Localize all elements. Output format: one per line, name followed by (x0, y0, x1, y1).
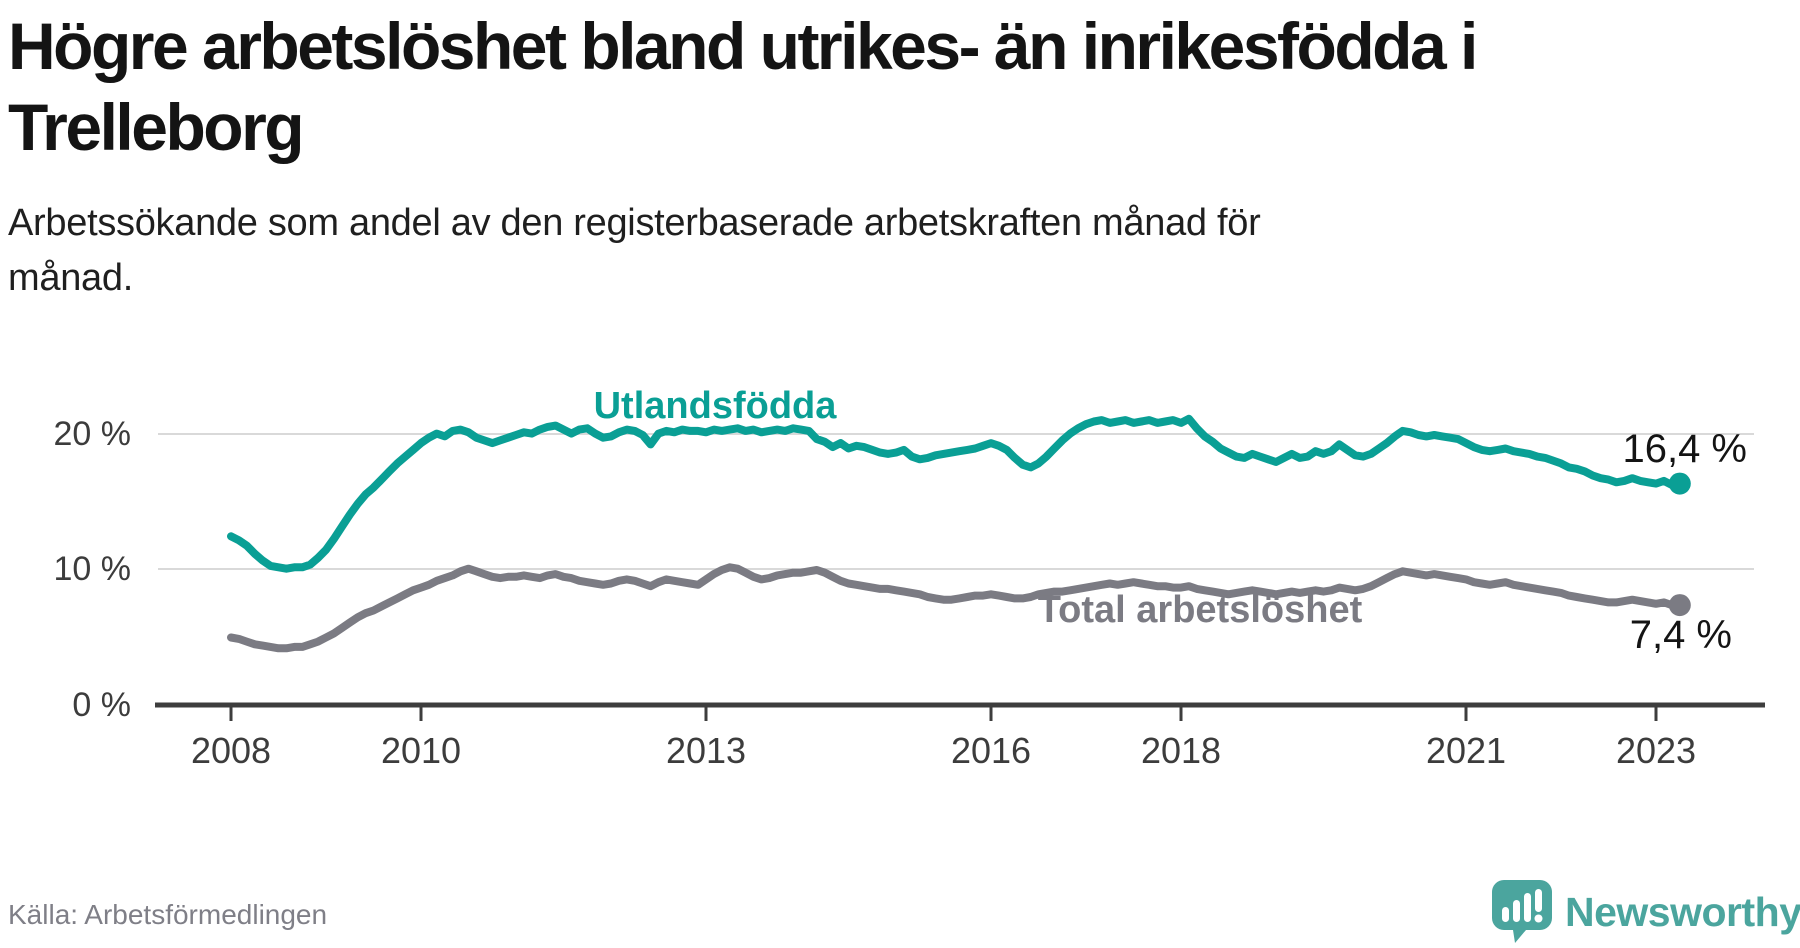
x-tick-label: 2016 (951, 730, 1031, 771)
utlandsfodda-end-dot (1668, 472, 1691, 495)
total-arbetsloshet-series-label: Total arbetslöshet (1038, 589, 1363, 631)
utlandsfodda-series-label: Utlandsfödda (594, 385, 838, 427)
x-axis-ticks (229, 705, 1658, 721)
y-axis-labels: 20 % 10 % 0 % (54, 415, 132, 724)
x-tick-label: 2010 (381, 730, 461, 771)
title-line-1: Högre arbetslöshet bland utrikes- än inr… (8, 9, 1478, 83)
newsworthy-wordmark: Newsworthy (1565, 888, 1800, 935)
x-tick-label: 2023 (1616, 730, 1696, 771)
y-tick-label-0: 0 % (72, 686, 131, 724)
source-note: Källa: Arbetsförmedlingen (8, 899, 328, 930)
x-tick-label: 2008 (191, 730, 271, 771)
chart-subtitle: Arbetssökande som andel av den registerb… (8, 196, 1792, 306)
y-tick-label-20: 20 % (54, 415, 132, 453)
utlandsfodda-line (227, 414, 1684, 573)
chart-header: Högre arbetslöshet bland utrikes- än inr… (8, 6, 1792, 306)
x-axis-labels: 2008 2010 2013 2016 2018 2021 2023 (191, 730, 1696, 771)
page-title: Högre arbetslöshet bland utrikes- än inr… (8, 6, 1792, 168)
subtitle-line-1: Arbetssökande som andel av den registerb… (8, 202, 1261, 244)
total-arbetsloshet-end-dot (1668, 594, 1691, 617)
x-tick-label: 2021 (1426, 730, 1506, 771)
gridlines (158, 433, 1754, 570)
line-chart: 20 % 10 % 0 % 2008 2010 2013 2016 2018 2021 20… (0, 330, 1800, 800)
newsworthy-bubble-chart-icon (1492, 880, 1552, 944)
x-tick-label: 2018 (1141, 730, 1221, 771)
y-tick-label-10: 10 % (54, 550, 132, 588)
utlandsfodda-end-value: 16,4 % (1622, 427, 1747, 471)
total-arbetsloshet-line (227, 563, 1684, 653)
x-tick-label: 2013 (666, 730, 746, 771)
title-line-2: Trelleborg (8, 90, 305, 164)
subtitle-line-2: månad. (8, 257, 133, 299)
newsworthy-logo: Newsworthy (1492, 880, 1800, 944)
total-arbetsloshet-end-value: 7,4 % (1630, 613, 1732, 657)
